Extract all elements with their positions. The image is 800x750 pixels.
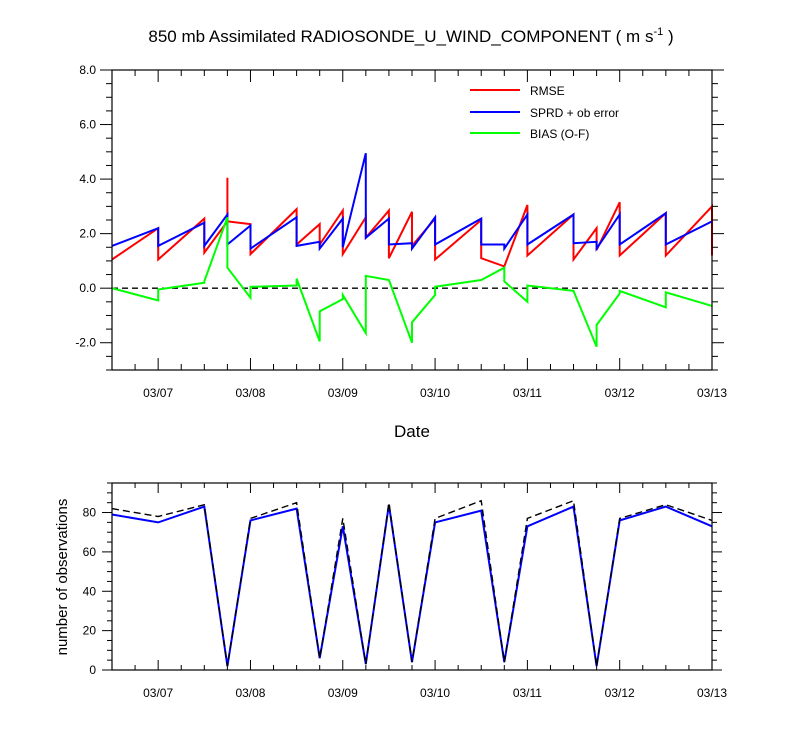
- top-y-tick-label: 8.0: [79, 63, 96, 77]
- top-y-tick-label: 6.0: [79, 118, 96, 132]
- top-x-tick-label: 03/10: [420, 386, 450, 400]
- top-y-tick-label: 4.0: [79, 172, 96, 186]
- bottom-y-tick-label: 0: [89, 663, 96, 677]
- bottom-x-tick-label: 03/10: [420, 686, 450, 700]
- legend-label-rmse: RMSE: [530, 84, 565, 98]
- top-x-tick-label: 03/11: [513, 386, 542, 400]
- legend-label-sprd: SPRD + ob error: [530, 106, 619, 120]
- top-y-tick-label: 2.0: [79, 227, 96, 241]
- top-chart: 03/07 03/08 03/09 03/10 03/11 03/12 03/13 -2.0 0…: [75, 63, 727, 441]
- top-x-tick-label: 03/07: [143, 386, 173, 400]
- x-axis-label: Date: [394, 422, 430, 441]
- bottom-y-tick-label: 20: [83, 624, 97, 638]
- bottom-x-tick-label: 03/12: [605, 686, 635, 700]
- bottom-plot-frame: [111, 482, 713, 671]
- legend: RMSE SPRD + ob error BIAS (O-F): [470, 84, 619, 141]
- top-series-rmse: [111, 177, 713, 268]
- top-y-tick-label: -2.0: [75, 336, 96, 350]
- bottom-y-tick-label: 80: [83, 506, 97, 520]
- bottom-x-tick-label: 03/09: [328, 686, 358, 700]
- top-y-tick-label: 0.0: [79, 281, 96, 295]
- chart-title: 850 mb Assimilated RADIOSONDE_U_WIND_COM…: [148, 26, 673, 46]
- top-x-tick-label: 03/13: [697, 386, 727, 400]
- bottom-series-used-observations: [111, 504, 713, 667]
- bottom-chart: 03/07 03/08 03/09 03/10 03/11 03/12 03/13 0 20 40…: [54, 482, 727, 700]
- bottom-series-possible-observations: [111, 499, 713, 667]
- bottom-x-tick-label: 03/11: [513, 686, 542, 700]
- top-x-tick-label: 03/08: [235, 386, 265, 400]
- bottom-x-tick-label: 03/08: [235, 686, 265, 700]
- bottom-y-tick-label: 60: [83, 545, 97, 559]
- top-series-bias-o-f: [111, 216, 713, 348]
- top-series-sprd-ob-error: [111, 152, 713, 252]
- bottom-y-tick-label: 40: [83, 584, 97, 598]
- top-x-tick-label: 03/12: [605, 386, 635, 400]
- bottom-x-tick-label: 03/07: [143, 686, 173, 700]
- bottom-x-tick-label: 03/13: [697, 686, 727, 700]
- top-x-tick-label: 03/09: [328, 386, 358, 400]
- y-axis-label-observations: number of observations: [54, 499, 71, 656]
- legend-label-bias: BIAS (O-F): [530, 127, 589, 141]
